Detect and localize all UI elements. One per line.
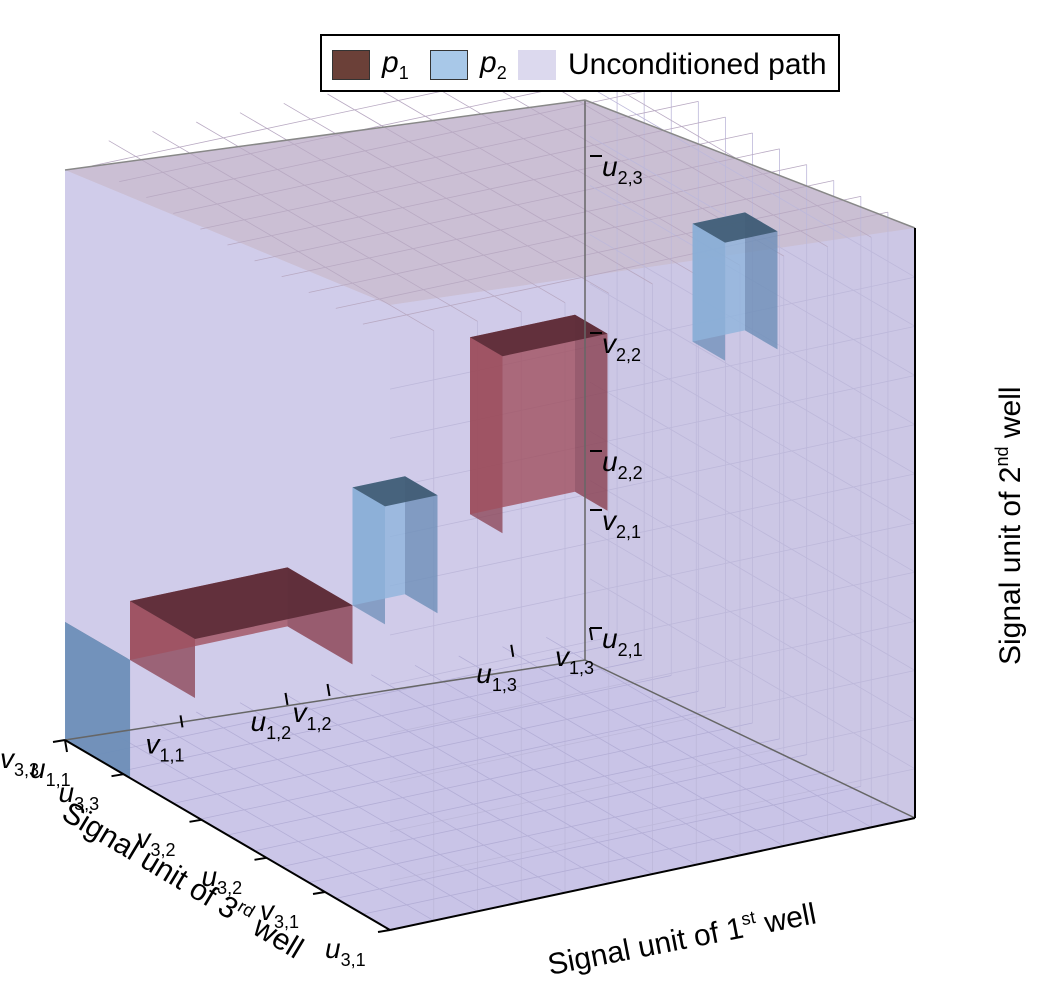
- box-face-top: [65, 622, 131, 660]
- back-right-wall: [585, 100, 915, 818]
- box-p2-4: [692, 212, 778, 361]
- x-tick: [510, 644, 515, 657]
- y-axis-line: [64, 739, 391, 931]
- pane-edges: [64, 99, 916, 931]
- y-tick-label-2: u3,2: [202, 861, 243, 898]
- y-tick-label-3: v3,2: [137, 823, 176, 860]
- front-left-face: [65, 170, 390, 930]
- grid-line: [546, 636, 872, 828]
- legend-label-p1: p1: [382, 46, 409, 83]
- box-p2-0: [65, 622, 131, 778]
- box-face-right: [405, 476, 438, 614]
- box-p1-1: [130, 567, 353, 698]
- box-face-front: [692, 212, 745, 342]
- box-face-top: [352, 476, 438, 507]
- y-tick-label-5: v3,3: [0, 743, 39, 780]
- legend: p1 p2 Unconditioned path: [320, 34, 840, 92]
- box-face-right: [65, 622, 131, 778]
- z-axis-title: Signal unit of 2nd well: [992, 386, 1027, 665]
- grid-line: [335, 195, 861, 309]
- x-tick-label-3: v1,2: [293, 697, 332, 734]
- legend-swatch-p2: [430, 50, 468, 80]
- y-tick-label-4: u3,3: [59, 777, 100, 814]
- box-face-front: [352, 476, 405, 606]
- x-tick: [589, 627, 593, 641]
- x-tick: [326, 683, 331, 697]
- y-tick: [189, 818, 202, 823]
- box-face-top: [470, 314, 608, 357]
- top-left-edge: [64, 99, 586, 171]
- back-floor-right-edge: [584, 659, 916, 819]
- y-tick: [377, 929, 391, 933]
- z-tick-label-3: v2,2: [602, 328, 641, 365]
- box-face-top: [692, 212, 778, 243]
- x-tick-label-1: v1,1: [146, 728, 185, 765]
- y-tick: [312, 891, 326, 895]
- back-floor-left-edge: [64, 659, 586, 741]
- grid-line: [335, 785, 861, 899]
- z-tick-label-4: u2,3: [602, 151, 643, 188]
- legend-item-p2: p2: [430, 46, 507, 83]
- grid-line: [362, 211, 889, 325]
- legend-swatch-p1: [332, 50, 370, 80]
- x-tick: [179, 715, 184, 728]
- x-tick: [64, 739, 68, 753]
- x-tick-label-4: u1,3: [476, 658, 517, 695]
- z-tick-label-1: v2,1: [602, 505, 641, 542]
- legend-swatch-unconditioned: [518, 50, 556, 80]
- x-tick: [284, 692, 289, 706]
- y-tick: [254, 856, 267, 861]
- box-face-top: [130, 567, 353, 639]
- x-axis-title: Signal unit of 1st well: [545, 896, 819, 982]
- box-p2-2: [352, 476, 438, 625]
- x-tick-label-5: v1,3: [555, 641, 594, 678]
- y-tick: [111, 773, 124, 778]
- box-p1-3: [470, 314, 608, 534]
- x-tick-label-0: u1,1: [30, 753, 71, 790]
- legend-item-p1: p1: [332, 46, 409, 83]
- data-boxes: [65, 212, 778, 778]
- box-face-right: [745, 212, 778, 350]
- x-axis-line: [389, 817, 916, 931]
- legend-label-p2: p2: [480, 46, 507, 83]
- x-tick-label-2: u1,2: [251, 706, 292, 743]
- grid-line: [589, 86, 916, 278]
- z-tick-label-0: u2,1: [602, 623, 643, 660]
- top-right-edge: [584, 99, 916, 229]
- box-face-front: [470, 314, 575, 515]
- legend-label-unconditioned: Unconditioned path: [568, 48, 827, 81]
- z-tick-label-2: u2,2: [602, 446, 643, 483]
- grid-line: [362, 801, 889, 915]
- y-tick-label-1: v3,1: [260, 895, 299, 932]
- box-face-right: [575, 314, 608, 511]
- legend-item-unconditioned: Unconditioned path: [518, 48, 827, 82]
- y-tick-label-0: u3,1: [325, 933, 366, 970]
- y-tick: [52, 739, 66, 743]
